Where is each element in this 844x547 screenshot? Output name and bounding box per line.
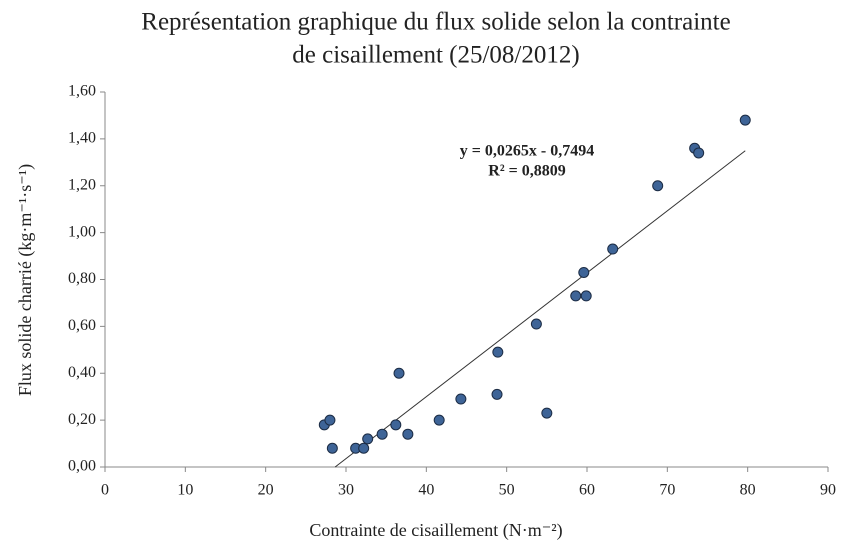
x-tick-label: 40	[418, 482, 434, 499]
x-tick-label: 20	[258, 482, 274, 499]
point	[326, 442, 338, 454]
x-tick-label: 50	[499, 482, 515, 499]
point	[390, 419, 402, 431]
x-tick-label: 30	[338, 482, 354, 499]
x-tick-label: 60	[579, 482, 595, 499]
trend-equation: y = 0,0265x - 0,7494	[460, 143, 594, 160]
point	[541, 407, 553, 419]
point	[492, 346, 504, 358]
point	[376, 428, 388, 440]
chart-title: Représentation graphique du flux solide …	[141, 9, 730, 36]
point	[393, 367, 405, 379]
chart-title: de cisaillement (25/08/2012)	[292, 42, 579, 69]
x-tick-label: 0	[101, 482, 109, 499]
point	[358, 442, 370, 454]
point	[570, 290, 582, 302]
trend-r2: R² = 0,8809	[488, 163, 565, 180]
y-tick-label: 1,40	[68, 130, 96, 147]
y-tick-label: 0,40	[68, 364, 96, 381]
y-tick-label: 1,60	[68, 83, 96, 100]
point	[607, 243, 619, 255]
point	[491, 388, 503, 400]
point	[580, 290, 592, 302]
x-axis-label: Contrainte de cisaillement (N·m⁻²)	[309, 520, 562, 541]
point	[578, 266, 590, 278]
point	[362, 433, 374, 445]
trend-line	[334, 150, 746, 468]
x-tick-label: 90	[820, 482, 836, 499]
point	[739, 114, 751, 126]
point	[324, 414, 336, 426]
y-axis-label: Flux solide charrié (kg·m⁻¹·s⁻¹)	[15, 164, 36, 396]
y-tick-label: 0,00	[68, 458, 96, 475]
x-tick-label: 10	[177, 482, 193, 499]
x-tick-label: 70	[659, 482, 675, 499]
point	[402, 428, 414, 440]
y-tick-label: 0,60	[68, 317, 96, 334]
point	[530, 318, 542, 330]
point	[433, 414, 445, 426]
y-tick-label: 0,20	[68, 411, 96, 428]
y-tick-label: 1,00	[68, 223, 96, 240]
point	[652, 180, 664, 192]
point	[693, 147, 705, 159]
y-tick-label: 1,20	[68, 176, 96, 193]
y-tick-label: 0,80	[68, 270, 96, 287]
x-tick-label: 80	[740, 482, 756, 499]
point	[455, 393, 467, 405]
